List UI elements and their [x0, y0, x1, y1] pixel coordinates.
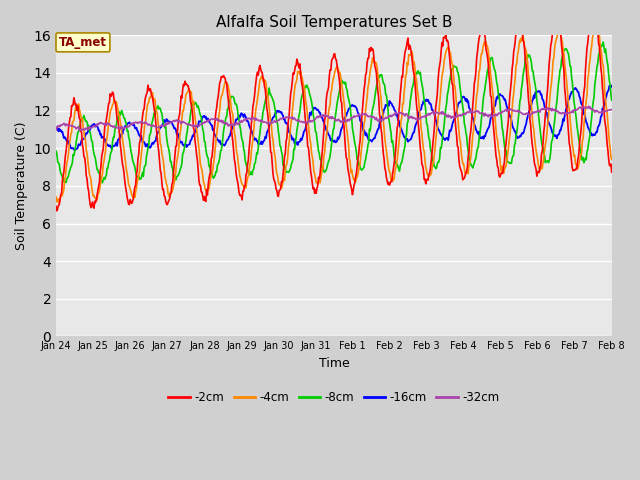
- Y-axis label: Soil Temperature (C): Soil Temperature (C): [15, 121, 28, 250]
- Title: Alfalfa Soil Temperatures Set B: Alfalfa Soil Temperatures Set B: [216, 15, 452, 30]
- Legend: -2cm, -4cm, -8cm, -16cm, -32cm: -2cm, -4cm, -8cm, -16cm, -32cm: [164, 386, 504, 409]
- X-axis label: Time: Time: [319, 357, 349, 370]
- Text: TA_met: TA_met: [59, 36, 107, 49]
